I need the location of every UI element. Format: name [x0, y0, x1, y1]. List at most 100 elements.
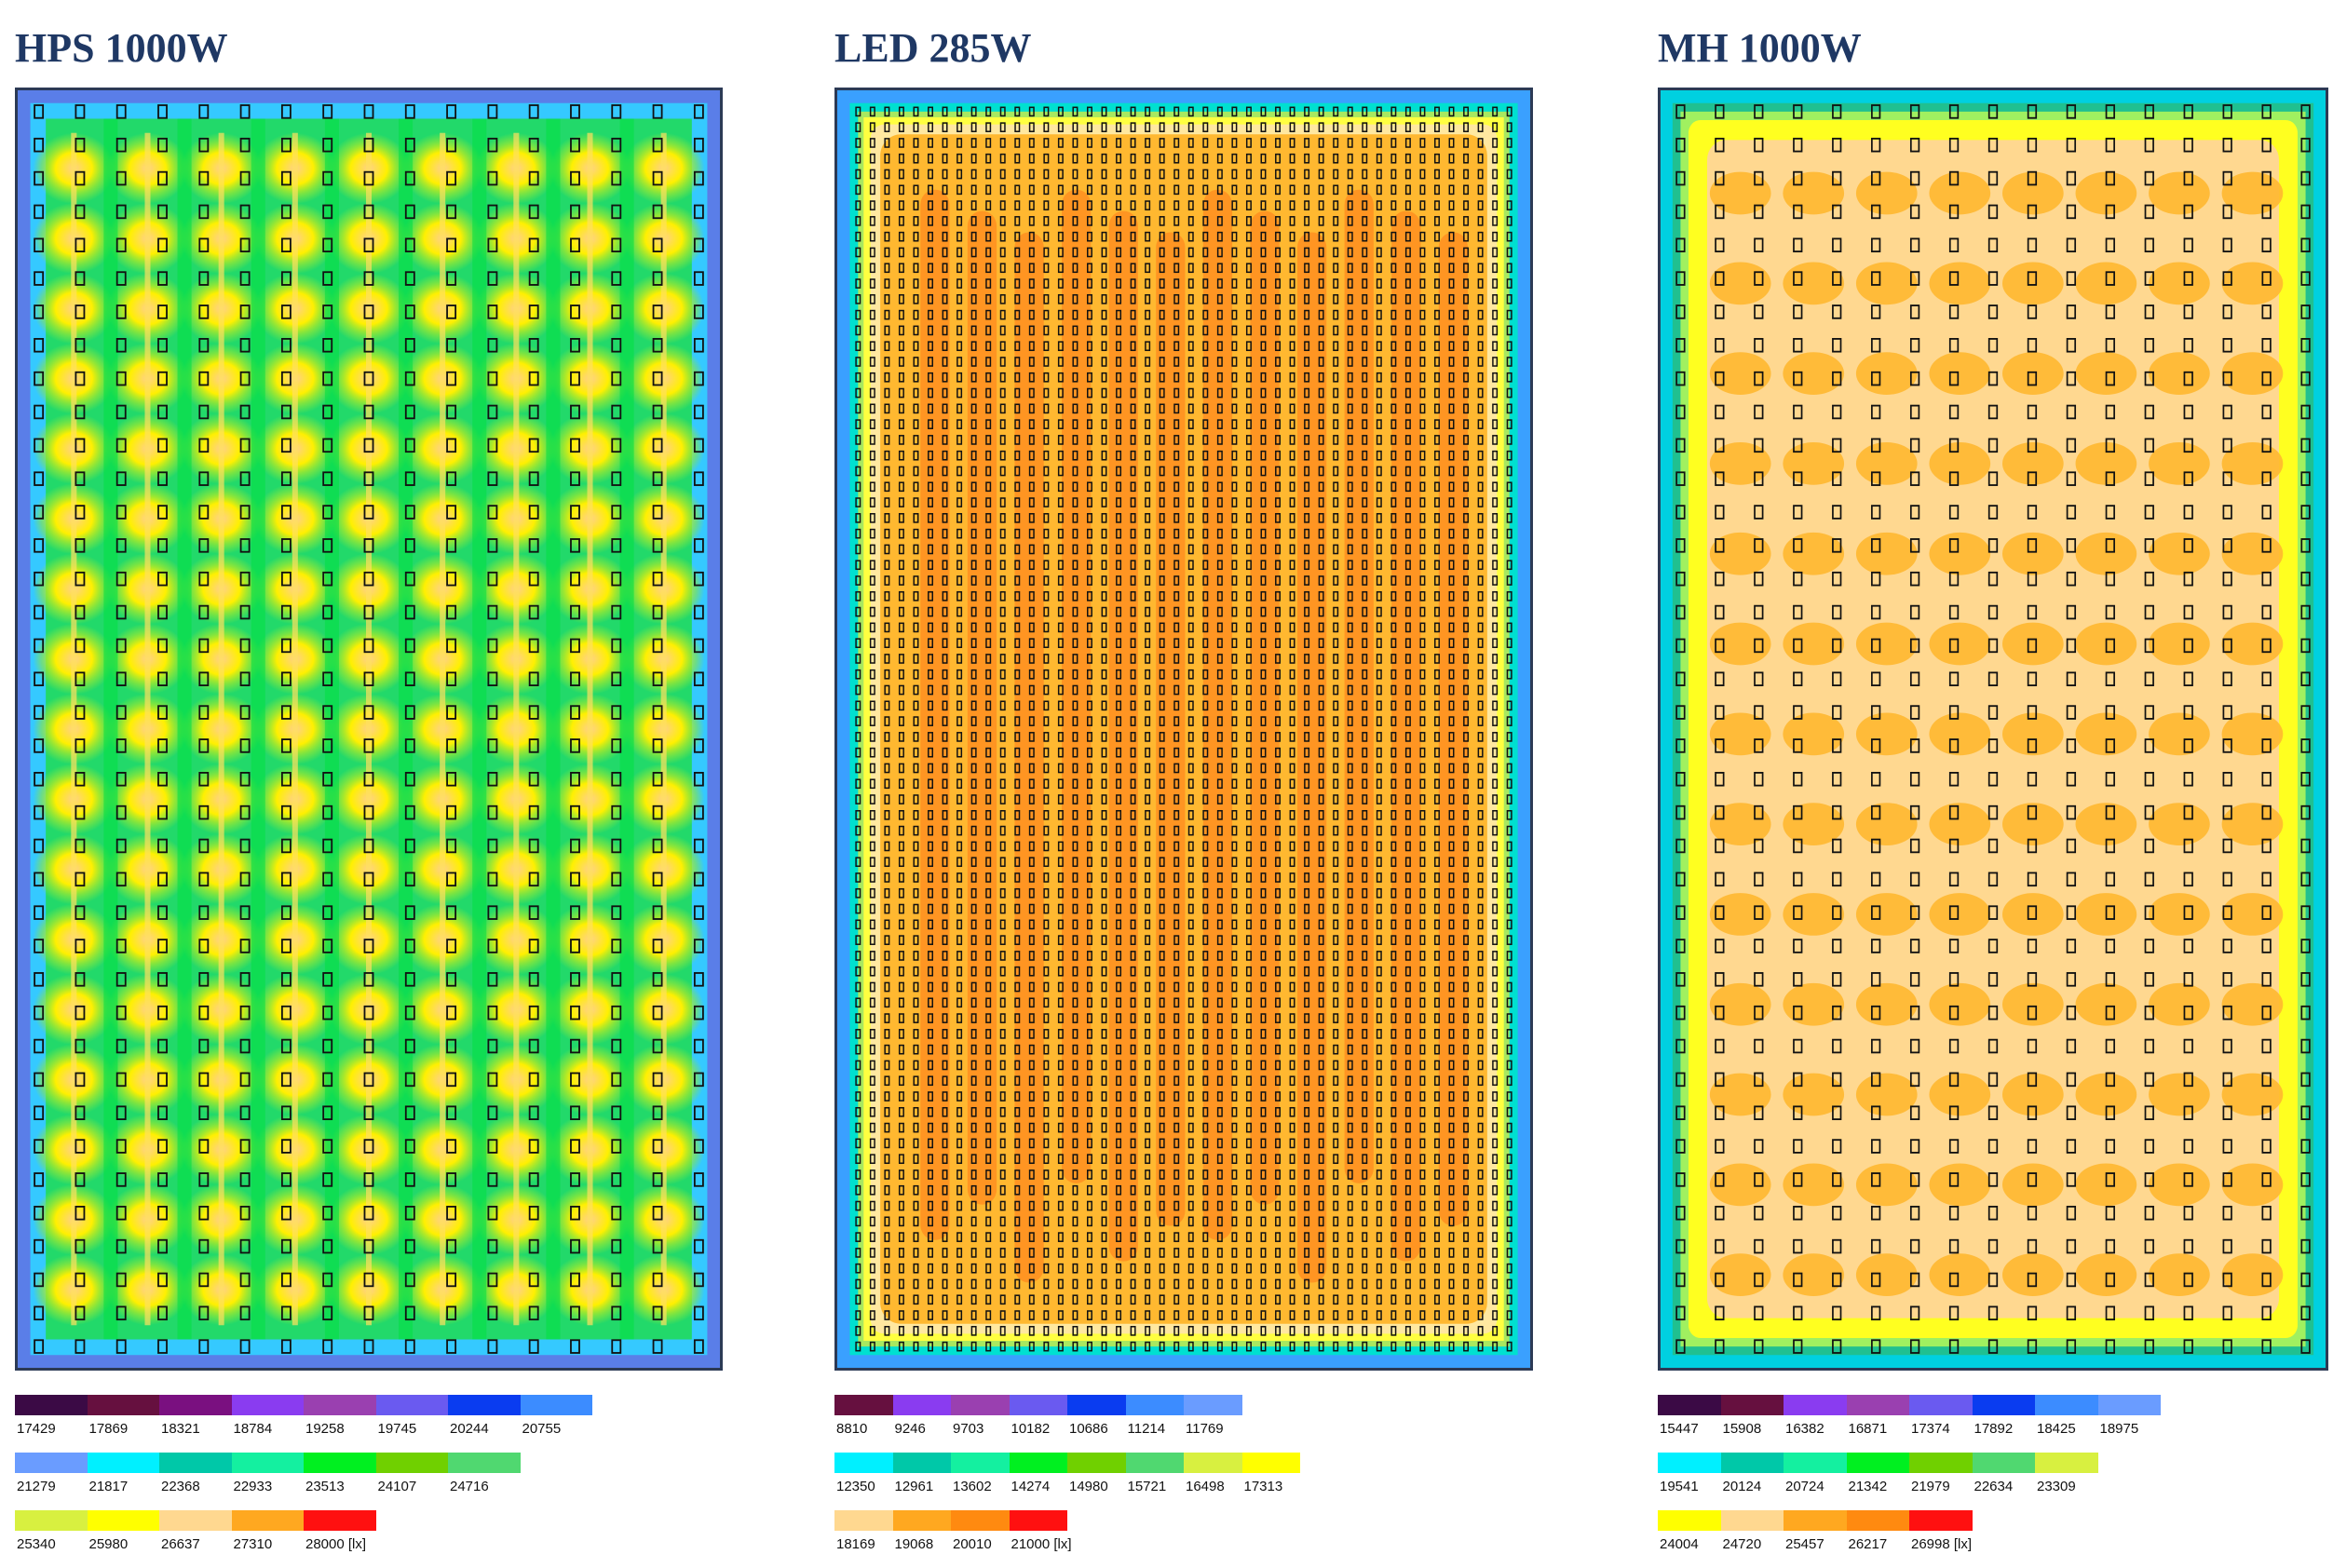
luminaire-marker	[1202, 1169, 1209, 1180]
luminaire-marker	[1333, 325, 1339, 336]
luminaire-marker	[1506, 200, 1512, 210]
luminaire-marker	[1390, 1122, 1397, 1133]
luminaire-marker	[1043, 153, 1050, 164]
luminaire-marker	[869, 200, 875, 210]
luminaire-marker	[1362, 1013, 1368, 1023]
luminaire-marker	[1057, 700, 1064, 711]
luminaire-marker	[1404, 841, 1411, 852]
luminaire-marker	[1419, 106, 1426, 117]
luminaire-marker	[1057, 763, 1064, 774]
luminaire-marker	[528, 237, 539, 253]
luminaire-marker	[956, 794, 963, 804]
luminaire-marker	[1101, 903, 1107, 914]
luminaire-marker	[487, 438, 498, 453]
luminaire-marker	[1404, 903, 1411, 914]
luminaire-marker	[1390, 841, 1397, 852]
luminaire-marker	[942, 497, 948, 507]
luminaire-marker	[1028, 1075, 1035, 1087]
luminaire-marker	[1173, 872, 1180, 883]
luminaire-marker	[404, 104, 415, 119]
luminaire-marker	[898, 935, 904, 945]
luminaire-marker	[1231, 1075, 1238, 1087]
luminaire-marker	[985, 1075, 992, 1087]
luminaire-marker	[898, 419, 904, 429]
luminaire-marker	[1072, 747, 1078, 758]
luminaire-marker	[913, 951, 919, 961]
luminaire-marker	[1275, 606, 1281, 617]
luminaire-marker	[1419, 138, 1426, 148]
luminaire-marker	[1130, 293, 1136, 304]
luminaire-marker	[1231, 1029, 1238, 1039]
luminaire-marker	[198, 271, 210, 286]
luminaire-marker	[1275, 1013, 1281, 1023]
luminaire-marker	[1404, 341, 1411, 352]
luminaire-marker	[1333, 1075, 1339, 1087]
luminaire-marker	[985, 1122, 992, 1133]
luminaire-marker	[1116, 857, 1122, 868]
luminaire-marker	[2222, 404, 2232, 420]
luminaire-marker	[1318, 919, 1324, 930]
luminaire-marker	[985, 341, 992, 352]
luminaire-marker	[570, 404, 580, 420]
luminaire-marker	[1948, 237, 1960, 253]
luminaire-marker	[1173, 263, 1180, 274]
luminaire-marker	[1202, 341, 1209, 352]
luminaire-marker	[1216, 935, 1223, 945]
blob	[1783, 803, 1845, 846]
luminaire-marker	[34, 1172, 45, 1187]
luminaire-marker	[942, 966, 948, 977]
luminaire-marker	[1202, 528, 1209, 539]
luminaire-marker	[970, 247, 977, 258]
luminaire-marker	[198, 137, 210, 153]
luminaire-marker	[1304, 1138, 1310, 1149]
luminaire-marker	[1159, 387, 1165, 399]
legend-label: 11214	[1127, 1421, 1166, 1437]
luminaire-marker	[1448, 622, 1455, 633]
luminaire-marker	[1347, 372, 1353, 383]
luminaire-marker	[1275, 1138, 1281, 1149]
luminaire-marker	[1304, 450, 1310, 461]
luminaire-marker	[1477, 247, 1484, 258]
luminaire-marker	[956, 419, 963, 429]
luminaire-marker	[1390, 341, 1397, 352]
luminaire-marker	[1116, 450, 1122, 461]
luminaire-marker	[528, 705, 539, 720]
luminaire-marker	[1477, 278, 1484, 289]
luminaire-marker	[942, 700, 948, 711]
luminaire-marker	[2222, 271, 2232, 286]
luminaire-marker	[75, 371, 86, 386]
luminaire-marker	[1173, 357, 1180, 367]
luminaire-marker	[1463, 1310, 1470, 1320]
luminaire-marker	[1173, 450, 1180, 461]
luminaire-marker	[928, 138, 934, 148]
luminaire-marker	[1173, 138, 1180, 148]
luminaire-marker	[913, 763, 919, 774]
luminaire-marker	[1347, 309, 1353, 320]
luminaire-marker	[970, 169, 977, 180]
luminaire-marker	[1187, 325, 1194, 336]
luminaire-marker	[1145, 1341, 1151, 1352]
luminaire-marker	[999, 247, 1006, 258]
luminaire-marker	[1463, 309, 1470, 320]
luminaire-marker	[652, 1038, 663, 1054]
luminaire-marker	[942, 997, 948, 1008]
luminaire-marker	[999, 1106, 1006, 1117]
luminaire-marker	[1506, 309, 1512, 320]
luminaire-marker	[1231, 106, 1238, 117]
luminaire-marker	[1231, 1248, 1238, 1258]
luminaire-marker	[1087, 700, 1092, 711]
luminaire-marker	[1347, 450, 1353, 461]
luminaire-marker	[1260, 1013, 1267, 1023]
luminaire-marker	[611, 1139, 622, 1154]
luminaire-marker	[280, 1005, 292, 1021]
luminaire-marker	[404, 204, 415, 220]
legend-swatch	[15, 1453, 88, 1473]
luminaire-marker	[1245, 684, 1252, 696]
luminaire-marker	[693, 1105, 704, 1120]
luminaire-marker	[1014, 1263, 1021, 1274]
luminaire-marker	[999, 1232, 1006, 1242]
luminaire-marker	[322, 371, 333, 386]
luminaire-marker	[198, 571, 210, 587]
luminaire-marker	[1871, 505, 1881, 520]
luminaire-marker	[1362, 1248, 1368, 1258]
